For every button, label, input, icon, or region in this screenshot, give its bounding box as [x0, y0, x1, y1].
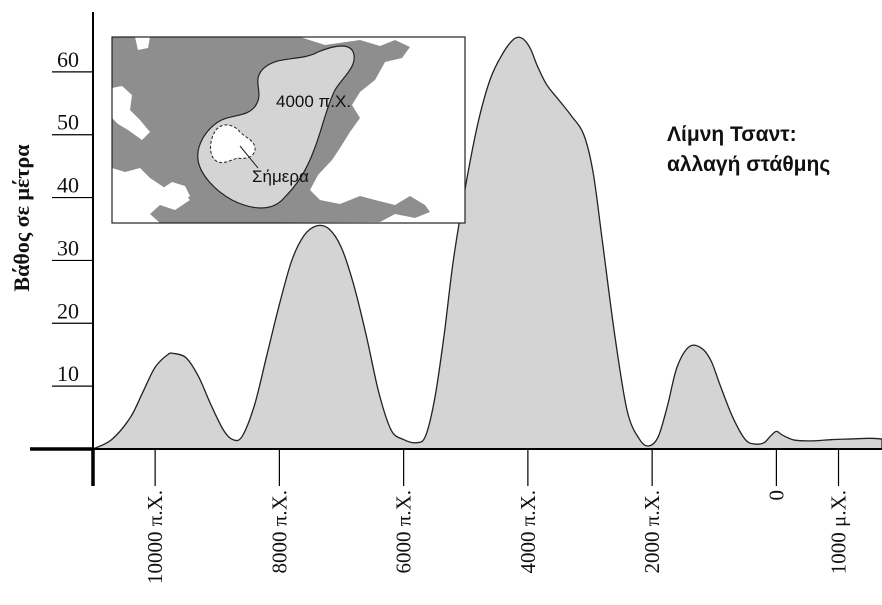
x-tick-label: 4000 π.Χ.	[516, 490, 540, 574]
inset-white-patch	[160, 182, 190, 206]
inset-map: 4000 π.Χ. Σήμερα	[111, 36, 466, 224]
inset-today-pointer	[239, 145, 259, 169]
y-tick-label-40: 40	[57, 173, 79, 198]
x-tick-label: 0	[764, 490, 788, 501]
inset-white-patch	[135, 37, 150, 50]
inset-label-4000bc: 4000 π.Χ.	[276, 92, 351, 111]
inset-white-patch	[400, 108, 450, 134]
x-tick-label: 10000 π.Χ.	[143, 490, 167, 584]
inset-white-patch	[112, 86, 150, 140]
y-tick-label-10: 10	[57, 361, 79, 386]
y-tick-label-60: 60	[57, 47, 79, 72]
chart-title-line-1: Λίμνη Τσαντ:	[667, 123, 797, 146]
y-tick-label-30: 30	[57, 235, 79, 260]
x-tick-label: 8000 π.Χ.	[267, 490, 291, 574]
inset-label-today: Σήμερα	[252, 167, 309, 186]
inset-white-patch	[370, 152, 405, 172]
y-tick-label-50: 50	[57, 110, 79, 135]
x-tick-label: 1000 μ.Χ.	[827, 490, 851, 574]
x-tick-label: 2000 π.Χ.	[640, 490, 664, 574]
inset-lake-4000bc	[197, 45, 355, 209]
inset-lake-today	[210, 124, 256, 164]
lake-depth-area	[92, 36, 882, 450]
x-tick-label: 6000 π.Χ.	[392, 490, 416, 574]
chart-title-line-2: αλλαγή στάθμης	[667, 153, 830, 176]
y-axis-title: Βάθος σε μέτρα	[9, 144, 34, 292]
y-tick-label-20: 20	[57, 298, 79, 323]
